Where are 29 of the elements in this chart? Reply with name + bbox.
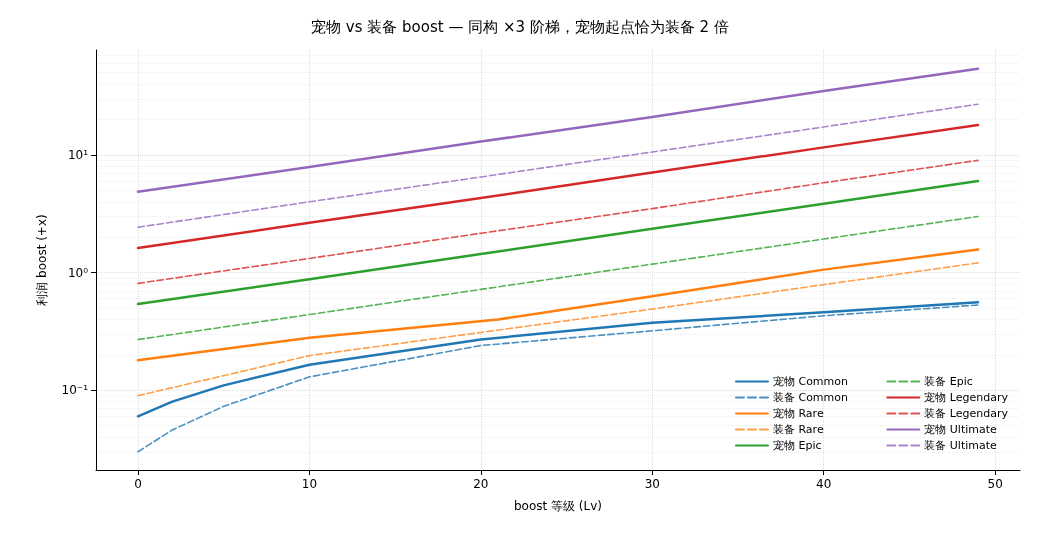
x-tick-label: 50	[987, 477, 1003, 491]
legend-label: 宠物 Rare	[772, 407, 824, 420]
x-tick-label: 10	[301, 477, 318, 491]
x-tick-label: 0	[134, 477, 142, 491]
legend-label: 装备 Ultimate	[924, 439, 998, 452]
line-series	[137, 103, 979, 229]
y-axis-title: 利润 boost (+x)	[35, 214, 49, 306]
line-series	[136, 248, 980, 362]
legend-label: 装备 Epic	[924, 375, 973, 388]
y-tick-label: 10⁰	[67, 265, 89, 280]
x-tick-label: 20	[473, 477, 489, 491]
legend-label: 装备 Rare	[772, 423, 824, 436]
legend-label: 装备 Common	[772, 391, 849, 404]
y-tick-label: 10⁻¹	[61, 383, 89, 398]
line-series	[136, 123, 980, 250]
line-series	[136, 67, 980, 194]
legend-label: 宠物 Common	[772, 375, 849, 388]
x-axis-title: boost 等级 (Lv)	[513, 499, 603, 513]
line-series	[137, 215, 979, 341]
x-tick-label: 30	[644, 477, 660, 491]
chart-title: 宠物 vs 装备 boost — 同构 ×3 阶梯，宠物起点恰为装备 2 倍	[311, 17, 729, 36]
line-series	[136, 179, 980, 306]
legend-label: 装备 Legendary	[924, 407, 1009, 420]
line-series	[137, 159, 979, 285]
y-tick-label: 10¹	[67, 147, 89, 162]
legend-label: 宠物 Epic	[772, 439, 822, 452]
legend-label: 宠物 Legendary	[924, 391, 1009, 404]
x-tick-label: 40	[816, 477, 832, 491]
legend-label: 宠物 Ultimate	[924, 423, 998, 436]
